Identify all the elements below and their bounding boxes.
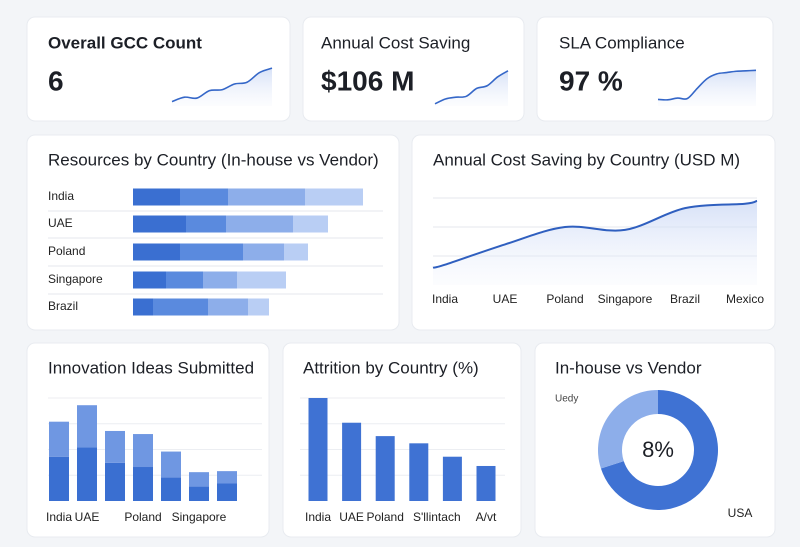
sparkline-area <box>435 70 508 106</box>
bar-segment <box>133 271 166 289</box>
x-tick-label: S'llintach <box>413 510 461 524</box>
bar <box>375 436 395 501</box>
bar-segment <box>105 430 125 463</box>
bar-segment <box>180 243 243 261</box>
bar <box>308 398 328 501</box>
bar-segment <box>166 271 203 289</box>
center-label: 8% <box>642 437 674 462</box>
bar-segment <box>284 243 308 261</box>
chart-card <box>534 342 776 538</box>
chart-title: Attrition by Country (%) <box>303 358 479 377</box>
x-tick-label: India <box>305 510 331 524</box>
bar-segment <box>180 188 228 206</box>
bar-segment <box>203 271 237 289</box>
kpi-title: SLA Compliance <box>559 33 685 52</box>
bar-segment <box>105 462 125 501</box>
bar-segment <box>49 456 69 501</box>
sparkline <box>434 70 509 105</box>
bar-segment <box>248 298 269 316</box>
bar-segment <box>133 434 153 468</box>
bar-segment <box>293 215 328 233</box>
y-tick-label: Brazil <box>48 299 78 313</box>
x-tick-label: Mexico <box>726 292 764 306</box>
y-tick-label: India <box>48 189 74 203</box>
sparkline <box>657 69 757 101</box>
y-tick-label: UAE <box>48 216 73 230</box>
bar-segment <box>237 271 286 289</box>
x-tick-label: Singapore <box>172 510 227 524</box>
x-tick-label: Poland <box>546 292 583 306</box>
bar-segment <box>189 472 209 487</box>
bar-segment <box>243 243 284 261</box>
bar-segment <box>133 188 180 206</box>
bar-segment <box>186 215 226 233</box>
x-tick-label: Singapore <box>598 292 653 306</box>
sparkline-area <box>172 68 272 106</box>
bar-segment <box>153 298 208 316</box>
sparkline-area <box>658 70 756 106</box>
bar-segment <box>133 467 153 501</box>
kpi-value: 97 % <box>559 65 623 96</box>
x-tick-label: India <box>432 292 458 306</box>
donut-slice <box>600 390 719 510</box>
kpi-title: Annual Cost Saving <box>321 33 470 52</box>
x-tick-label: Poland <box>124 510 161 524</box>
y-tick-label: Poland <box>48 244 85 258</box>
bar-segment <box>133 243 180 261</box>
y-tick-label: Singapore <box>48 272 103 286</box>
donut-slice <box>597 390 658 469</box>
x-tick-label: India <box>46 510 72 524</box>
bar-segment <box>217 471 237 484</box>
bar-segment <box>226 215 293 233</box>
bar-segment <box>217 483 237 501</box>
x-tick-label: UAE <box>339 510 364 524</box>
chart-title: Innovation Ideas Submitted <box>48 358 254 377</box>
bar <box>442 456 462 501</box>
bar <box>476 465 496 501</box>
bar-segment <box>133 215 186 233</box>
x-tick-label: Brazil <box>670 292 700 306</box>
bar-segment <box>161 477 181 501</box>
kpi-title: Overall GCC Count <box>48 33 202 52</box>
kpi-value: $106 M <box>321 65 414 96</box>
bar <box>342 422 362 501</box>
bar-segment <box>189 486 209 501</box>
line-area <box>433 200 757 285</box>
bar-segment <box>49 421 69 457</box>
x-tick-label: Poland <box>367 510 404 524</box>
bar-segment <box>77 447 97 501</box>
x-tick-label: UAE <box>493 292 518 306</box>
bar-segment <box>161 451 181 478</box>
bar-segment <box>228 188 305 206</box>
bar-segment <box>77 405 97 448</box>
sparkline <box>171 67 273 103</box>
kpi-value: 6 <box>48 65 64 96</box>
bar-segment <box>208 298 248 316</box>
chart-title: Resources by Country (In-house vs Vendor… <box>48 150 379 169</box>
bar-segment <box>305 188 363 206</box>
chart-title: In-house vs Vendor <box>555 358 702 377</box>
slice-label: Uedy <box>555 394 578 405</box>
slice-label: USA <box>728 506 753 520</box>
chart-title: Annual Cost Saving by Country (USD M) <box>433 150 740 169</box>
x-tick-label: UAE <box>75 510 100 524</box>
line <box>432 199 758 269</box>
bar <box>409 443 429 501</box>
x-tick-label: A/vt <box>476 510 497 524</box>
bar-segment <box>133 298 153 316</box>
